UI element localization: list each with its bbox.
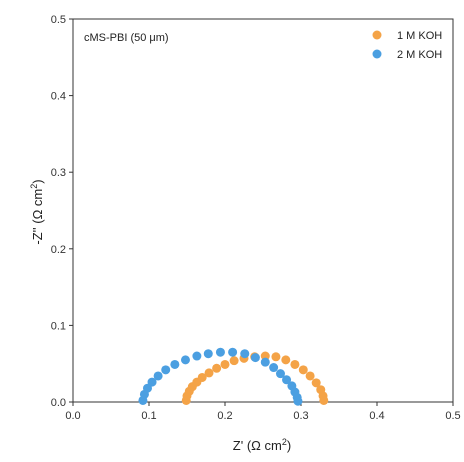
- data-point-2-m-koh: [260, 357, 270, 367]
- data-point-2-m-koh: [282, 375, 292, 385]
- data-point-2-m-koh: [180, 355, 190, 365]
- y-axis-title-main: -Z'' (Ω cm: [30, 189, 45, 245]
- data-point-2-m-koh: [240, 349, 250, 359]
- y-tick-label: 0.4: [51, 91, 66, 103]
- data-point-2-m-koh: [161, 365, 171, 375]
- x-axis-title-main: Z' (Ω cm: [233, 438, 282, 453]
- data-point-1-m-koh: [281, 355, 291, 365]
- y-tick-label: 0.2: [51, 244, 66, 256]
- legend-label-1m-koh: 1 M KOH: [397, 30, 442, 42]
- y-axis-title-end: ): [30, 179, 45, 183]
- data-point-2-m-koh: [203, 349, 213, 359]
- y-tick-label: 0.5: [51, 14, 66, 26]
- data-point-2-m-koh: [170, 359, 180, 369]
- data-point-1-m-koh: [204, 368, 214, 378]
- data-point-1-m-koh: [290, 359, 300, 369]
- x-axis-title: Z' (Ω cm2): [233, 437, 291, 453]
- x-axis-title-end: ): [287, 438, 291, 453]
- x-tick-label: 0.5: [445, 410, 460, 422]
- data-point-2-m-koh: [275, 369, 285, 379]
- data-point-2-m-koh: [142, 383, 152, 393]
- data-point-1-m-koh: [212, 363, 222, 373]
- x-tick-label: 0.4: [369, 410, 384, 422]
- legend-marker-2m-koh: [372, 49, 382, 59]
- data-point-2-m-koh: [228, 347, 238, 357]
- legend-marker-1m-koh: [372, 30, 382, 40]
- data-point-2-m-koh: [147, 377, 157, 387]
- data-point-1-m-koh: [220, 359, 230, 369]
- x-tick-label: 0.1: [141, 410, 156, 422]
- data-point-2-m-koh: [250, 353, 260, 363]
- y-axis-title-sup: 2: [29, 184, 39, 189]
- data-point-1-m-koh: [197, 372, 207, 382]
- data-point-2-m-koh: [293, 396, 303, 406]
- x-tick-label: 0.2: [217, 410, 232, 422]
- chart-annotation: cMS-PBI (50 μm): [84, 32, 169, 44]
- y-tick-label: 0.1: [51, 320, 66, 332]
- data-point-1-m-koh: [298, 365, 308, 375]
- data-point-1-m-koh: [319, 395, 329, 405]
- data-point-2-m-koh: [215, 347, 225, 357]
- y-tick-label: 0.0: [51, 397, 66, 409]
- legend: 1 M KOH 2 M KOH: [372, 30, 442, 61]
- x-tick-label: 0.3: [293, 410, 308, 422]
- data-point-2-m-koh: [269, 363, 279, 373]
- legend-label-2m-koh: 2 M KOH: [397, 49, 442, 61]
- data-point-1-m-koh: [305, 371, 315, 381]
- y-axis-title: -Z'' (Ω cm2): [29, 179, 45, 244]
- data-point-1-m-koh: [271, 352, 281, 362]
- data-point-1-m-koh: [229, 356, 239, 366]
- x-tick-label: 0.0: [65, 410, 80, 422]
- data-point-1-m-koh: [311, 378, 321, 388]
- data-point-2-m-koh: [192, 351, 202, 361]
- plot-frame: [72, 18, 454, 403]
- x-axis-title-sup: 2: [282, 437, 287, 447]
- data-point-2-m-koh: [153, 371, 163, 381]
- y-tick-label: 0.3: [51, 167, 66, 179]
